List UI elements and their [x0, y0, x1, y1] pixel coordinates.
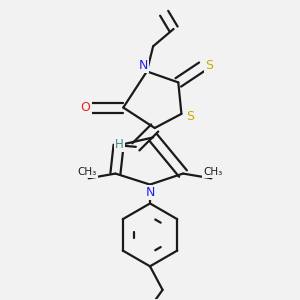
Text: N: N	[139, 58, 148, 72]
Text: S: S	[186, 110, 194, 123]
Text: CH₃: CH₃	[77, 167, 97, 177]
Text: CH₃: CH₃	[203, 167, 223, 177]
Text: O: O	[81, 101, 91, 114]
Text: H: H	[115, 138, 124, 151]
Text: N: N	[145, 186, 155, 199]
Text: S: S	[205, 58, 213, 72]
